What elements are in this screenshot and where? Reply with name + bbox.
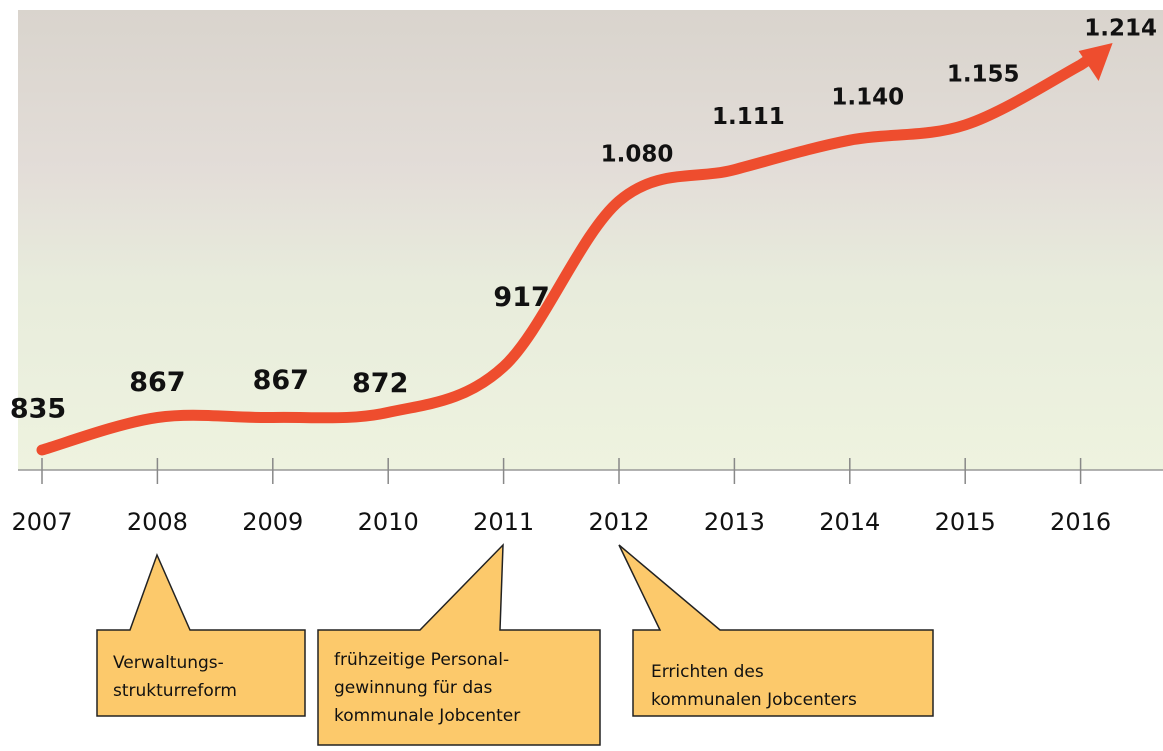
data-label: 872 (352, 368, 408, 399)
x-tick-label: 2008 (127, 508, 188, 536)
data-label: 917 (493, 282, 549, 313)
x-tick-label: 2007 (11, 508, 72, 536)
annotation-text: strukturreform (113, 681, 237, 701)
data-label: 835 (10, 394, 66, 425)
annotation-text: kommunale Jobcenter (334, 706, 520, 726)
data-label: 1.111 (712, 104, 785, 130)
annotation-text: Verwaltungs- (113, 653, 224, 673)
x-tick-label: 2014 (819, 508, 880, 536)
data-label: 867 (253, 365, 309, 396)
x-tick-label: 2013 (704, 508, 765, 536)
data-label: 1.140 (831, 85, 904, 111)
x-tick-label: 2011 (473, 508, 534, 536)
x-tick-label: 2015 (935, 508, 996, 536)
data-label: 1.155 (947, 61, 1020, 87)
data-label: 1.214 (1084, 16, 1157, 42)
annotation-text: Errichten des (651, 662, 764, 682)
annotation-text: frühzeitige Personal- (334, 650, 509, 670)
annotation-text: kommunalen Jobcenters (651, 690, 857, 710)
x-tick-label: 2010 (358, 508, 419, 536)
x-tick-label: 2016 (1050, 508, 1111, 536)
annotation-text: gewinnung für das (334, 678, 493, 698)
chart: 2007 2008 2009 2010 2011 2012 2013 2014 2015 2016… (0, 0, 1163, 751)
x-tick-label: 2009 (242, 508, 303, 536)
data-label: 867 (129, 367, 185, 398)
x-tick-label: 2012 (588, 508, 649, 536)
data-label: 1.080 (601, 142, 674, 168)
